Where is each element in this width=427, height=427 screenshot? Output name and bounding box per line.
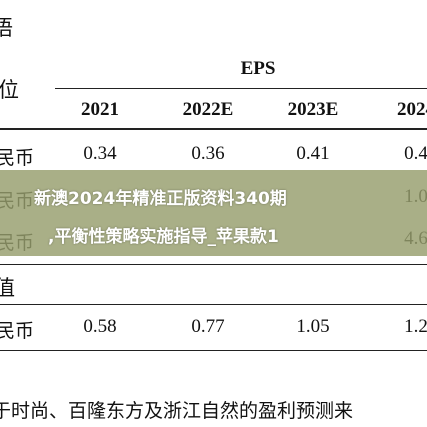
section-label: 值 <box>0 276 15 300</box>
row-label: 民币 <box>0 321 35 342</box>
cell: 0.41 <box>296 143 330 164</box>
overlay-banner <box>0 170 427 256</box>
section-rule <box>0 264 427 265</box>
unit-label: 位 <box>0 78 19 102</box>
cell: 0.36 <box>191 143 225 164</box>
footer-text: 于时尚、百隆东方及浙江自然的盈利预测来 <box>0 400 354 422</box>
cell: 0.77 <box>191 316 225 337</box>
cell: 0.58 <box>83 316 117 337</box>
row-label: 民币 <box>0 148 35 169</box>
cell: 0.34 <box>83 143 117 164</box>
cell: 1.05 <box>296 316 330 337</box>
table-bottom-rule <box>0 350 427 351</box>
overlay-text: ,平衡性策略实施指导_苹果款1 <box>48 227 279 247</box>
group-header: EPS <box>240 58 276 79</box>
overlay-text: 新澳2024年精准正版资料340期 <box>34 189 287 209</box>
header-bottom-rule <box>0 128 427 130</box>
section-rule <box>0 304 427 305</box>
column-header: 2022E <box>182 99 234 120</box>
cell: 1.2 <box>404 316 427 337</box>
column-header: 2021 <box>81 99 119 120</box>
page-title: 语 <box>0 16 13 40</box>
column-header: 2024 <box>397 99 427 120</box>
header-rule <box>55 88 427 89</box>
cell: 0.4 <box>404 143 427 164</box>
column-header: 2023E <box>287 99 339 120</box>
